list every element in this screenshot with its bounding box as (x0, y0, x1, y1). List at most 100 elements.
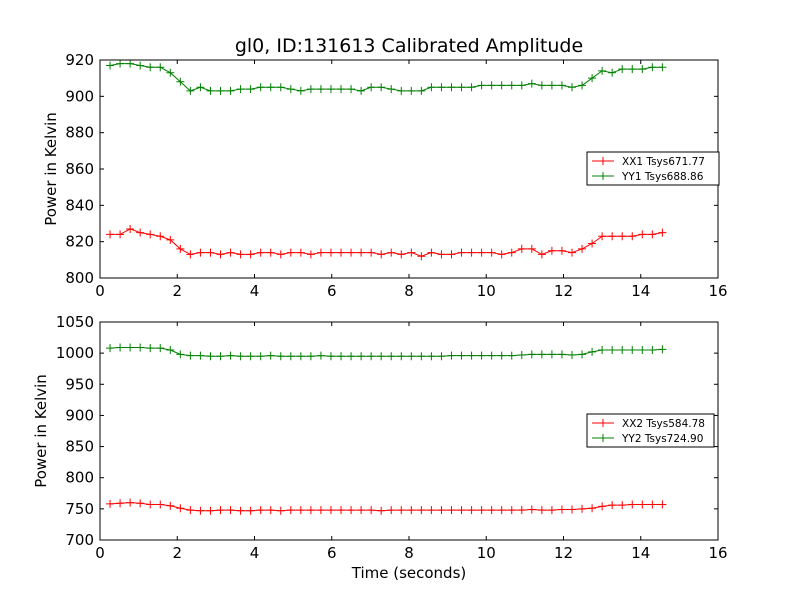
legend-label: XX2 Tsys584.78 (622, 418, 705, 430)
legend-box (586, 413, 715, 448)
data-point (146, 230, 155, 239)
data-point (487, 248, 496, 257)
data-point (256, 352, 265, 361)
data-point (638, 230, 647, 239)
data-point (316, 351, 325, 360)
data-point (477, 81, 486, 90)
data-point (186, 351, 195, 360)
data-point (427, 352, 436, 361)
data-point (437, 506, 446, 515)
data-point (507, 506, 516, 515)
data-point (487, 506, 496, 515)
x-tick-label: 10 (477, 282, 496, 300)
data-point (397, 86, 406, 95)
data-point (648, 230, 657, 239)
legend-marker (599, 157, 607, 165)
data-point (176, 504, 185, 513)
legend-marker (599, 419, 607, 427)
y-tick-label: 1000 (56, 344, 94, 362)
data-point (166, 68, 175, 77)
data-point (658, 500, 667, 509)
data-point (226, 86, 235, 95)
data-point (306, 506, 315, 515)
data-point (517, 244, 526, 253)
data-point (598, 346, 607, 355)
y-tick-label: 880 (65, 124, 94, 142)
data-point (246, 352, 255, 361)
data-point (618, 346, 627, 355)
data-point (136, 499, 145, 508)
data-point (206, 248, 215, 257)
data-point (286, 248, 295, 257)
data-point (608, 68, 617, 77)
data-point (608, 346, 617, 355)
data-point (306, 85, 315, 94)
data-point (337, 248, 346, 257)
data-point (106, 499, 115, 508)
x-tick-label: 4 (250, 282, 260, 300)
data-point (578, 244, 587, 253)
data-point (286, 352, 295, 361)
x-tick-label: 14 (631, 282, 650, 300)
data-point (176, 244, 185, 253)
data-point (457, 506, 466, 515)
data-point (537, 250, 546, 259)
data-point (156, 344, 165, 353)
legend-marker (599, 172, 607, 180)
data-point (226, 351, 235, 360)
data-point (306, 352, 315, 361)
data-point (156, 232, 165, 241)
data-point (467, 351, 476, 360)
data-point (407, 86, 416, 95)
data-point (417, 86, 426, 95)
data-point (367, 248, 376, 257)
y-tick-label: 900 (65, 406, 94, 424)
data-point (236, 250, 245, 259)
data-point (256, 248, 265, 257)
data-point (146, 344, 155, 353)
data-point (437, 352, 446, 361)
data-point (226, 248, 235, 257)
data-point (357, 248, 366, 257)
data-point (196, 351, 205, 360)
data-point (196, 248, 205, 257)
data-point (296, 248, 305, 257)
data-point (407, 248, 416, 257)
data-point (166, 235, 175, 244)
data-point (527, 350, 536, 359)
data-point (417, 252, 426, 261)
x-axis-label: Time (seconds) (351, 564, 467, 582)
data-point (527, 244, 536, 253)
data-point (517, 506, 526, 515)
data-point (286, 85, 295, 94)
data-point (427, 248, 436, 257)
data-point (628, 232, 637, 241)
y-tick-label: 800 (65, 269, 94, 287)
data-point (648, 346, 657, 355)
data-point (588, 504, 597, 513)
data-point (447, 83, 456, 92)
data-point (447, 351, 456, 360)
y-tick-label: 900 (65, 87, 94, 105)
data-point (196, 506, 205, 515)
series-2 (106, 343, 667, 361)
legend-box (586, 151, 720, 186)
data-point (296, 86, 305, 95)
data-point (266, 83, 275, 92)
data-point (387, 352, 396, 361)
data-point (326, 352, 335, 361)
data-point (176, 350, 185, 359)
data-point (427, 506, 436, 515)
data-point (447, 250, 456, 259)
data-point (347, 248, 356, 257)
data-point (196, 83, 205, 92)
data-point (206, 86, 215, 95)
series-1 (106, 224, 667, 261)
chart-2: 0 2 4 6 8 10 12 14 16 700 750 800 850 900 950 1000 1050 P… (32, 313, 728, 582)
data-point (628, 346, 637, 355)
data-point (547, 81, 556, 90)
data-point (337, 506, 346, 515)
data-point (116, 343, 125, 352)
data-point (578, 350, 587, 359)
